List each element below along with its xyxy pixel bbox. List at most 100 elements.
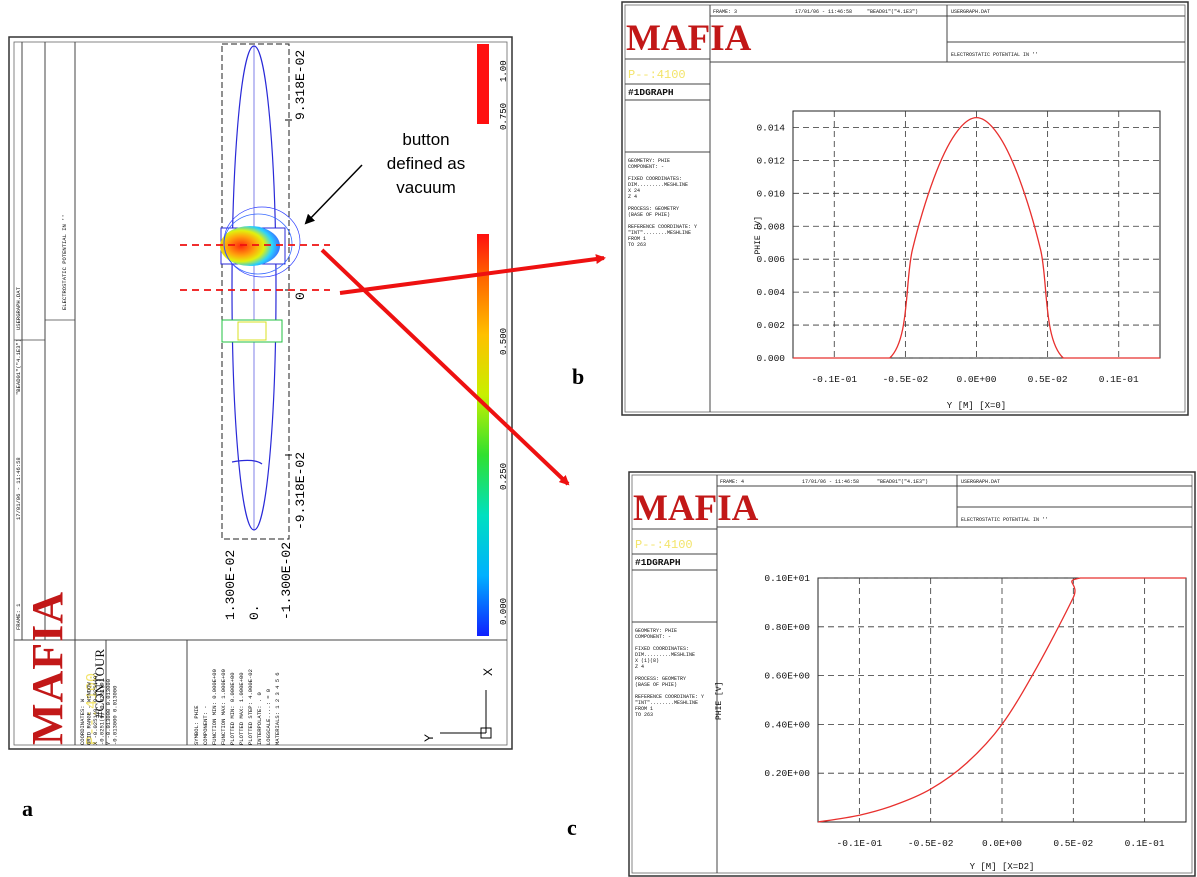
x-tick-label: -0.5E-02	[908, 838, 954, 849]
panel-a-x-tick: 1.300E-02	[223, 550, 238, 620]
y-tick-label: 0.80E+00	[764, 622, 810, 633]
panel-program: P--:4100	[628, 68, 686, 82]
panel-info-line: FIXED COORDINATES:	[635, 646, 689, 652]
panel-info-line: REFERENCE COORDINATE: Y	[635, 694, 704, 700]
panel-a-info-line: Y -0.013000 0.013000	[105, 679, 112, 745]
panel-a-quantity: ELECTROSTATIC POTENTIAL IN ''	[61, 214, 68, 310]
annotation-arrow	[304, 164, 363, 225]
panel-info-line: TO 263	[628, 242, 646, 248]
panel-a-file: "BEAD01"("4.1E3")	[15, 339, 22, 395]
panel-a-date: 17/01/06 - 11:46:58	[15, 457, 22, 520]
panel-a-frame-label: FRAME: 1	[15, 603, 22, 630]
arrow-to-panel-b	[339, 254, 606, 295]
x-tick-label: 0.1E-01	[1099, 374, 1139, 385]
panel-a-info-line: -0.013000 0.013000	[112, 686, 119, 745]
panel-info-line: X (1)(8)	[635, 658, 659, 664]
y-tick-label: 0.012	[756, 155, 785, 166]
panel-info-line: TO 263	[635, 712, 653, 718]
panel-a-info-line: COORDINATES: W	[79, 698, 86, 745]
panel-a-settings-block: SYMBOL: PHIE COMPONENT: - FUNCTION MIN: 0.…	[193, 669, 281, 745]
panel-a-y-ticks: 9.318E-02 0 -9.318E-02	[293, 50, 308, 530]
panel-a-program: P--:4100	[84, 673, 101, 745]
panel-a-info-line: -0.0251(9, 0.0251(9)	[99, 679, 106, 745]
panel-logo: MAFIA	[633, 488, 759, 529]
panel-a-logo: MAFIA	[23, 591, 72, 745]
x-axis-label: Y [M] [X=D2]	[970, 862, 1035, 872]
y-tick-label: 0.20E+00	[764, 768, 810, 779]
panel-info-line: COMPONENT: -	[635, 634, 671, 640]
x-tick-label: 0.0E+00	[957, 374, 997, 385]
panel-info-line: X 24	[628, 188, 640, 194]
panel-graph-type: #1DGRAPH	[635, 557, 681, 568]
panel-c: MAFIA P--:4100 #1DGRAPH FRAME: 4 17/01/06 - …	[628, 471, 1196, 877]
contour-domain-box	[221, 43, 290, 540]
panel-info-line: (BASE OF PHIE)	[628, 212, 670, 218]
x-tick-label: 0.5E-02	[1053, 838, 1093, 849]
panel-a-settings-line: LOGSCALE....: = 0	[265, 689, 272, 745]
panel-file2: USERGRAPH.DAT	[951, 9, 990, 15]
colorbar-tick-label: 1.00	[499, 60, 509, 82]
y-tick-label: 0.10E+01	[764, 573, 810, 584]
panel-info-line: Z 4	[635, 664, 644, 670]
panel-file: "BEAD01"("4.1E3")	[877, 479, 928, 485]
panel-info-line: DIM.........MESHLINE	[628, 182, 688, 188]
panel-date: 17/01/06 - 11:46:58	[795, 9, 852, 15]
panel-info-line: "INT"........MESHLINE	[628, 230, 691, 236]
annotation-line-3: vacuum	[396, 178, 456, 197]
panel-a-axis-indicator: X Y	[422, 668, 495, 742]
y-tick-label: 0.000	[756, 353, 785, 364]
panel-info-line: PROCESS: GEOMETRY	[628, 206, 679, 212]
panel-a-settings-line: PLOTTED STEP: 4.000E-02	[247, 669, 254, 745]
panel-file: "BEAD01"("4.1E3")	[867, 9, 918, 15]
x-tick-label: 0.5E-02	[1028, 374, 1068, 385]
panel-a-x-tick: -1.300E-02	[279, 542, 294, 620]
panel-b: MAFIA P--:4100 #1DGRAPH FRAME: 3 17/01/06 - …	[621, 1, 1189, 416]
x-tick-label: -0.1E-01	[837, 838, 883, 849]
colorbar-top	[477, 44, 489, 124]
colorbar-tick-label: 0.500	[499, 328, 509, 355]
panel-logo: MAFIA	[626, 18, 752, 59]
panel-a-axis-y: Y	[422, 734, 436, 742]
x-tick-label: -0.1E-01	[811, 374, 857, 385]
colorbar	[477, 234, 489, 636]
annotation-line-2: defined as	[387, 154, 465, 173]
y-tick-label: 0.010	[756, 188, 785, 199]
x-tick-label: 0.0E+00	[982, 838, 1022, 849]
panel-info-line: (BASE OF PHIE)	[635, 682, 677, 688]
panel-a-x-tick: 0.	[247, 604, 262, 620]
colorbar-tick-label: 0.750	[499, 103, 509, 130]
panel-a-letter: a	[22, 796, 33, 821]
panel-a-x-ticks: 1.300E-02 0. -1.300E-02	[223, 542, 294, 620]
panel-c-letter: c	[567, 815, 577, 840]
panel-a-info-block: COORDINATES: W GRID RANGE - WINDOW X -0.02…	[79, 672, 119, 745]
panel-a-file2: USERGRAPH.DAT	[15, 286, 22, 330]
panel-graph-type: #1DGRAPH	[628, 87, 674, 98]
y-tick-label: 0.004	[756, 287, 785, 298]
colorbar-tick-label: 0.250	[499, 463, 509, 490]
button-annotation: button defined as vacuum	[304, 115, 470, 233]
x-axis-label: Y [M] [X=0]	[947, 401, 1006, 411]
panel-info-line: DIM.........MESHLINE	[635, 652, 695, 658]
contour-plot	[220, 45, 301, 531]
panel-a-info-line: GRID RANGE - WINDOW	[86, 682, 93, 745]
x-tick-label: -0.5E-02	[883, 374, 929, 385]
panel-info-line: GEOMETRY: PHIE	[628, 158, 670, 164]
y-tick-label: 0.60E+00	[764, 671, 810, 682]
panel-a-y-tick: -9.318E-02	[293, 452, 308, 530]
x-tick-label: 0.1E-01	[1125, 838, 1165, 849]
panel-info-line: FIXED COORDINATES:	[628, 176, 682, 182]
panel-info-line: Z 4	[628, 194, 637, 200]
panel-a-settings-line: FUNCTION MIN: 0.000E+00	[211, 669, 218, 745]
panel-a-y-tick: 0	[293, 292, 308, 300]
arrow-to-panel-c	[320, 248, 570, 486]
colorbar-ticks: 1.00 0.750 0.500 0.250 0.000	[499, 60, 509, 625]
panel-a-settings-line: MATERIALS: 1 2 3 4 5 6	[274, 672, 281, 745]
panel-frame-label: FRAME: 4	[720, 479, 744, 485]
panel-info-line: FROM 1	[635, 706, 653, 712]
y-tick-label: 0.002	[756, 320, 785, 331]
panel-a-settings-line: PLOTTED MAX: 1.000E+00	[238, 672, 245, 745]
annotation-line-1: button	[402, 130, 449, 149]
panel-info-line: "INT"........MESHLINE	[635, 700, 698, 706]
y-axis-label: PHIE [V]	[715, 682, 724, 720]
panel-frame-label: FRAME: 3	[713, 9, 737, 15]
